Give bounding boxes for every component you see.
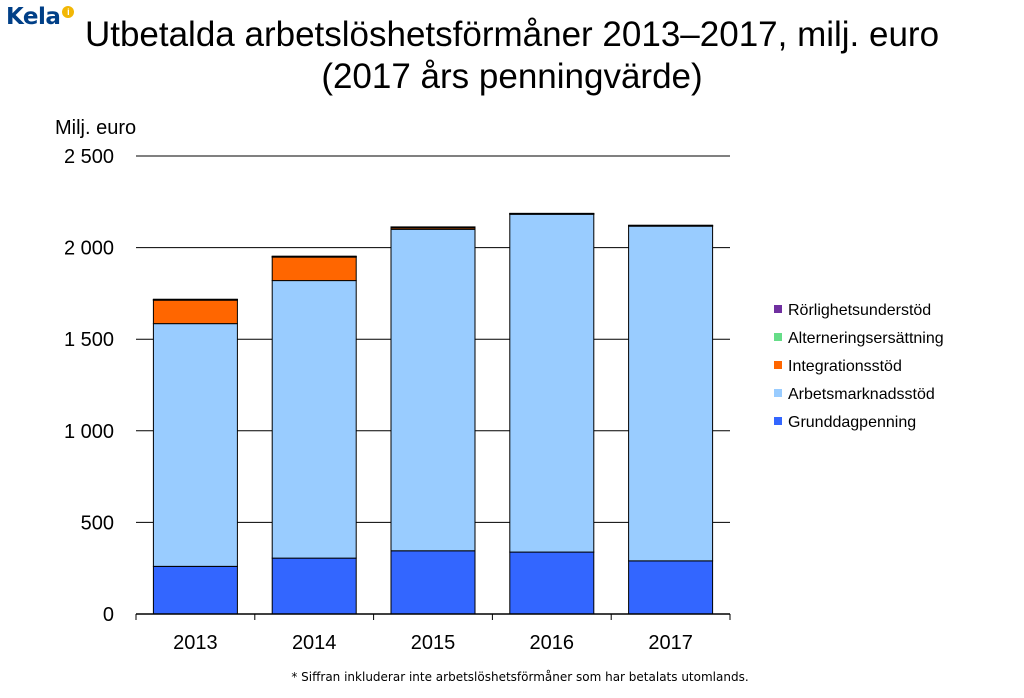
bar-segment bbox=[509, 551, 595, 615]
x-tick-label: 2015 bbox=[411, 632, 456, 654]
bar-segment bbox=[271, 557, 357, 615]
legend-label: Arbetsmarknadsstöd bbox=[788, 386, 935, 403]
x-tick-label: 2013 bbox=[173, 632, 218, 654]
y-tick-label: 500 bbox=[81, 512, 114, 534]
bar-segment bbox=[628, 560, 714, 615]
bar-segment bbox=[390, 550, 476, 615]
bar-segment bbox=[628, 225, 714, 562]
bar-segment bbox=[509, 213, 595, 553]
footnote: * Siffran inkluderar inte arbetslöshetsf… bbox=[291, 670, 749, 684]
x-tick-label: 2017 bbox=[648, 632, 693, 654]
y-tick-label: 1 000 bbox=[64, 421, 114, 443]
x-tick-label: 2016 bbox=[530, 632, 575, 654]
legend-swatch bbox=[774, 417, 782, 425]
bar-segment bbox=[152, 298, 238, 301]
legend-swatch bbox=[774, 389, 782, 397]
x-tick-label: 2014 bbox=[292, 632, 337, 654]
bar-segment bbox=[152, 565, 238, 615]
y-axis-label: Milj. euro bbox=[55, 117, 136, 139]
kela-logo: Kela i bbox=[6, 4, 75, 30]
bar-segment bbox=[628, 224, 714, 227]
chart-title-line1: Utbetalda arbetslöshetsförmåner 2013–201… bbox=[84, 15, 940, 54]
bar-segment bbox=[271, 255, 357, 258]
legend-label: Rörlighetsunderstöd bbox=[788, 302, 931, 319]
bar-segment bbox=[152, 299, 238, 325]
legend-swatch bbox=[774, 333, 782, 341]
y-tick-label: 0 bbox=[103, 604, 114, 626]
legend-label: Integrationsstöd bbox=[788, 358, 902, 375]
info-badge-icon: i bbox=[62, 6, 75, 18]
bar-segment bbox=[509, 212, 595, 215]
chart-title-line2: (2017 års penningvärde) bbox=[321, 57, 703, 96]
legend-label: Alterneringsersättning bbox=[788, 330, 944, 347]
bar-segment bbox=[390, 228, 476, 552]
y-tick-label: 2 500 bbox=[64, 146, 114, 168]
legend-label: Grunddagpenning bbox=[788, 414, 916, 431]
bar-segment bbox=[271, 280, 357, 559]
bar-segment bbox=[390, 226, 476, 229]
logo-text: Kela bbox=[6, 4, 61, 30]
legend-swatch bbox=[774, 361, 782, 369]
legend-swatch bbox=[774, 305, 782, 313]
y-tick-label: 1 500 bbox=[64, 329, 114, 351]
y-tick-label: 2 000 bbox=[64, 238, 114, 260]
bar-segment bbox=[152, 323, 238, 567]
chart-title: Utbetalda arbetslöshetsförmåner 2013–201… bbox=[0, 14, 1024, 98]
bar-segment bbox=[271, 256, 357, 282]
